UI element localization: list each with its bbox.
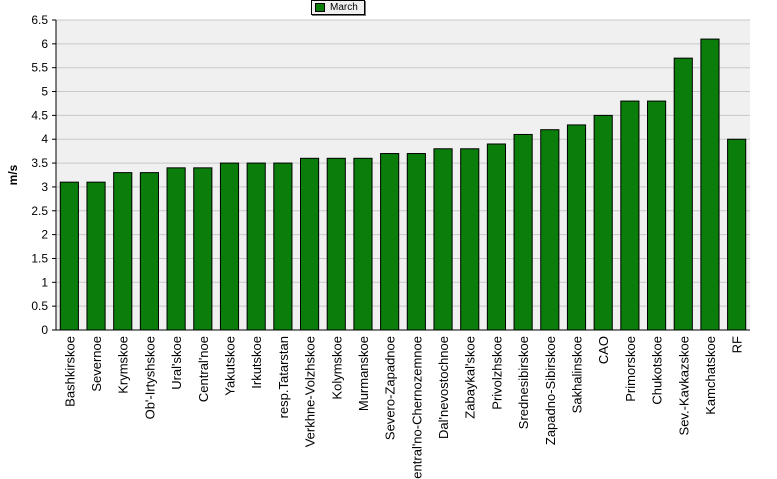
x-tick-label: Severnoe bbox=[89, 336, 104, 392]
x-tick-label: Kolymskoe bbox=[329, 336, 344, 400]
y-tick-label: 6.5 bbox=[31, 13, 48, 27]
x-tick-labels: Bashkirskoe Severnoe Krymskoe Ob'-Irtyshsko… bbox=[62, 336, 744, 479]
bar bbox=[486, 143, 506, 331]
bar bbox=[273, 162, 293, 331]
x-tick-label: Murmanskoe bbox=[356, 336, 371, 411]
x-tick-label: Srednesibirskoe bbox=[516, 336, 531, 429]
legend-label: March bbox=[330, 2, 358, 13]
bar bbox=[113, 172, 133, 331]
x-tick-label: Privolzhskoe bbox=[489, 336, 504, 410]
x-tick-label: Verkhne-Volzhskoe bbox=[303, 336, 318, 447]
y-tick-label: 1.5 bbox=[31, 251, 48, 265]
x-tick-label: Krymskoe bbox=[116, 336, 131, 394]
y-tick-labels: 0 0.5 1 1.5 2 2.5 3 3.5 4 4.5 5 5.5 6 6.5 bbox=[31, 13, 56, 337]
y-tick-label: 3.5 bbox=[31, 156, 48, 170]
bar bbox=[300, 157, 320, 331]
bar bbox=[460, 148, 480, 331]
y-tick-label: 4.5 bbox=[31, 108, 48, 122]
bar bbox=[193, 167, 213, 331]
y-tick-label: 2.5 bbox=[31, 204, 48, 218]
bar bbox=[166, 167, 186, 331]
bar bbox=[353, 157, 373, 331]
x-tick-label: Yakutskoe bbox=[223, 336, 238, 396]
y-tick-label: 1 bbox=[41, 275, 48, 289]
y-tick-label: 3 bbox=[41, 180, 48, 194]
bar bbox=[219, 162, 240, 331]
plot-area bbox=[56, 20, 750, 330]
bar bbox=[513, 133, 533, 331]
x-tick-label: Chukotskoe bbox=[650, 336, 665, 405]
bar bbox=[700, 38, 720, 331]
x-tick-label: Zapadno-Sibirskoe bbox=[543, 336, 558, 445]
bar bbox=[326, 157, 346, 331]
x-tick-label: Sev.-Kavkazskoe bbox=[676, 336, 691, 435]
x-tick-label: Ural'skoe bbox=[169, 336, 184, 390]
x-tick-label: Irkutskoe bbox=[249, 336, 264, 389]
bar bbox=[406, 153, 426, 331]
x-tick-label: Severo-Zapadnoe bbox=[383, 336, 398, 440]
legend: March bbox=[311, 0, 365, 15]
x-tick-label: Ob'-Irtyshskoe bbox=[142, 336, 157, 419]
legend-swatch bbox=[315, 3, 325, 12]
bar bbox=[673, 57, 693, 331]
bar bbox=[59, 181, 79, 331]
y-tick-label: 6 bbox=[41, 37, 48, 51]
x-tick-label: Zabaykal'skoe bbox=[463, 336, 478, 419]
x-tick-label: Central'no-Chernozemnoe bbox=[409, 336, 424, 479]
bar bbox=[86, 181, 106, 331]
bar bbox=[246, 162, 266, 331]
x-tick-label: resp.Tatarstan bbox=[276, 336, 291, 418]
bar bbox=[727, 138, 747, 331]
bar bbox=[540, 129, 560, 331]
y-tick-label: 5 bbox=[41, 85, 48, 99]
y-tick-label: 5.5 bbox=[31, 61, 48, 75]
x-tick-label: Sakhalinskoe bbox=[570, 336, 585, 413]
y-tick-label: 2 bbox=[41, 228, 48, 242]
x-tick-label: RF bbox=[730, 336, 745, 353]
y-axis-label: m/s bbox=[6, 164, 20, 185]
bar bbox=[620, 100, 640, 331]
bars bbox=[59, 38, 747, 331]
y-tick-label: 4 bbox=[41, 132, 48, 146]
bar bbox=[593, 114, 613, 331]
bar bbox=[139, 172, 159, 331]
y-tick-label: 0.5 bbox=[31, 299, 48, 313]
bar bbox=[647, 100, 667, 331]
x-tick-label: Central'noe bbox=[196, 336, 211, 402]
y-tick-label: 0 bbox=[41, 323, 48, 337]
x-tick-label: Bashkirskoe bbox=[62, 336, 77, 407]
x-tick-label: Primorskoe bbox=[623, 336, 638, 402]
bar bbox=[433, 148, 453, 331]
x-tick-label: Dal'nevostochnoe bbox=[436, 336, 451, 439]
bar bbox=[380, 153, 400, 331]
x-tick-label: CAO bbox=[596, 336, 611, 364]
bar bbox=[566, 124, 587, 331]
x-tick-label: Kamchatskoe bbox=[703, 336, 718, 415]
